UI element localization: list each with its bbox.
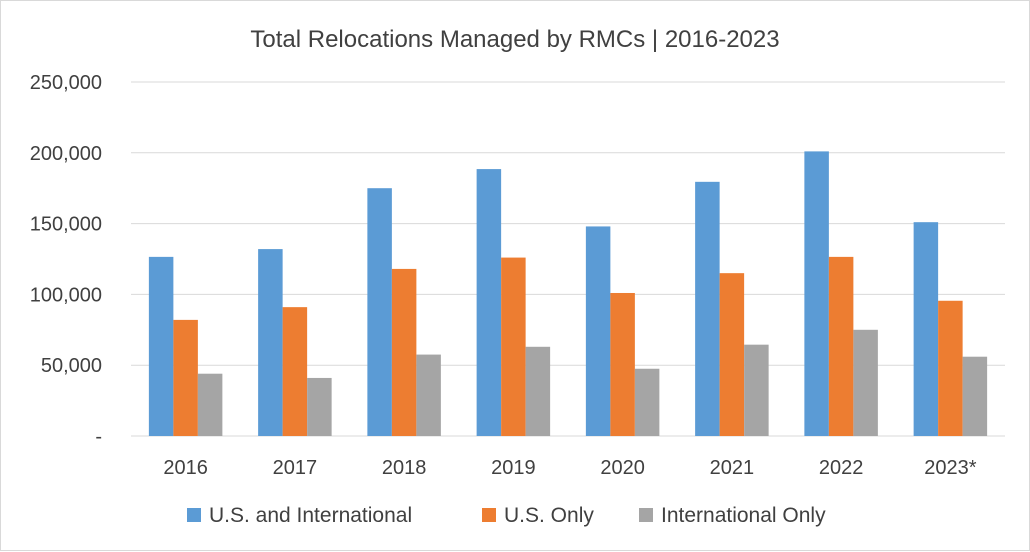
bar — [525, 346, 551, 436]
legend-label: International Only — [661, 504, 826, 527]
y-tick-label: 50,000 — [41, 355, 102, 377]
chart-title: Total Relocations Managed by RMCs | 2016… — [250, 26, 779, 53]
bar — [804, 151, 829, 436]
bar — [148, 256, 174, 436]
legend: U.S. and International U.S. Only Internati… — [187, 504, 826, 527]
legend-label: U.S. and International — [209, 504, 412, 527]
bar — [695, 181, 720, 436]
x-tick-label: 2021 — [710, 457, 755, 479]
x-tick-label: 2019 — [491, 457, 536, 479]
x-tick-label: 2023* — [924, 457, 976, 479]
bar — [307, 377, 332, 436]
bar — [197, 373, 223, 436]
bar — [258, 249, 283, 436]
bar — [634, 368, 660, 436]
legend-swatch — [639, 508, 653, 522]
bar — [282, 307, 308, 436]
x-tick-label: 2018 — [382, 457, 427, 479]
bar — [744, 344, 769, 436]
bar — [476, 169, 502, 437]
bar — [367, 188, 392, 436]
y-axis: - 50,000 100,000 150,000 200,000 250,000 — [30, 72, 102, 448]
bar — [585, 226, 611, 436]
x-tick-label: 2016 — [163, 457, 208, 479]
bar — [719, 273, 745, 436]
bar — [501, 257, 526, 436]
legend-label: U.S. Only — [504, 504, 594, 527]
x-axis: 2016 2017 2018 2019 2020 2021 2022 2023* — [163, 457, 976, 479]
bar — [853, 329, 878, 436]
x-tick-label: 2020 — [600, 457, 645, 479]
bar — [173, 319, 198, 436]
bar — [416, 354, 441, 436]
bar — [962, 356, 988, 436]
y-tick-label: 200,000 — [30, 143, 102, 165]
bar — [391, 268, 417, 436]
bars — [148, 151, 988, 437]
x-tick-label: 2022 — [819, 457, 864, 479]
legend-swatch — [482, 508, 496, 522]
y-tick-label: 250,000 — [30, 72, 102, 94]
bar — [610, 292, 635, 436]
bar — [913, 222, 939, 436]
bar — [828, 256, 854, 436]
x-tick-label: 2017 — [273, 457, 318, 479]
y-tick-label: 100,000 — [30, 284, 102, 306]
y-tick-label: 150,000 — [30, 214, 102, 236]
legend-swatch — [187, 508, 201, 522]
bar — [938, 300, 963, 436]
y-tick-label: - — [95, 426, 102, 448]
